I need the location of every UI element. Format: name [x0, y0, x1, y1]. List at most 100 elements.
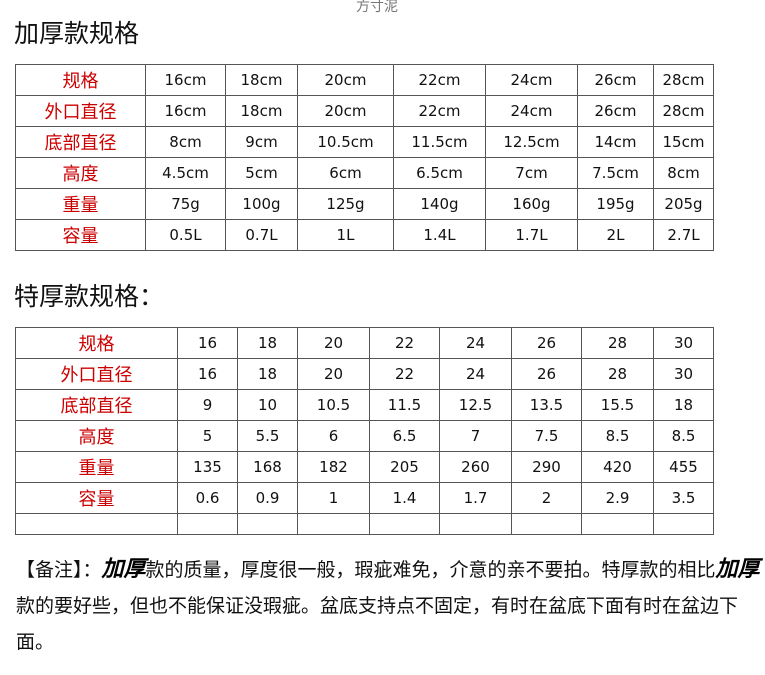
spec-cell: 1	[297, 482, 370, 514]
spec-cell: 10.5	[297, 389, 370, 421]
spec-cell: 2	[511, 482, 582, 514]
row-label: 重量	[15, 188, 146, 220]
spec-cell: 168	[237, 451, 298, 483]
spec-cell: 9cm	[225, 126, 298, 158]
remark-note: 【备注】：加厚款的质量，厚度很一般，瑕疵难免，介意的亲不要拍。特厚款的相比加厚款…	[16, 551, 761, 660]
spec-cell: 5cm	[225, 157, 298, 189]
spec-cell: 8cm	[653, 157, 714, 189]
spec-cell: 2.7L	[653, 219, 714, 251]
spec-cell: 205g	[653, 188, 714, 220]
spec-cell: 205	[369, 451, 440, 483]
spec-cell: 6	[297, 420, 370, 452]
row-label: 外口直径	[15, 95, 146, 127]
spec-cell: 24cm	[485, 64, 578, 96]
spec-cell: 135	[177, 451, 238, 483]
spec-cell: 195g	[577, 188, 654, 220]
spec-cell: 10.5cm	[297, 126, 394, 158]
empty-cell	[297, 513, 370, 535]
spec-cell: 11.5cm	[393, 126, 486, 158]
spec-row: 底部直径 9 10 10.5 11.5 12.5 13.5 15.5 18	[15, 389, 714, 421]
spec-cell: 24cm	[485, 95, 578, 127]
watermark-text: 方寸泥	[356, 0, 398, 15]
empty-cell	[653, 513, 714, 535]
empty-cell	[511, 513, 582, 535]
row-label: 高度	[15, 157, 146, 189]
spec-cell: 8cm	[145, 126, 226, 158]
empty-row	[15, 513, 714, 535]
spec-cell: 7	[439, 420, 512, 452]
spec-cell: 1.7L	[485, 219, 578, 251]
spec-cell: 16cm	[145, 64, 226, 96]
spec-cell: 0.5L	[145, 219, 226, 251]
spec-cell: 1.4	[369, 482, 440, 514]
empty-cell	[177, 513, 238, 535]
remark-text-1: 款的质量，厚度很一般，瑕疵难免，介意的亲不要拍。特厚款的相比	[145, 559, 716, 581]
spec-cell: 0.9	[237, 482, 298, 514]
spec-cell: 2L	[577, 219, 654, 251]
spec-cell: 16	[177, 358, 238, 390]
spec-cell: 182	[297, 451, 370, 483]
spec-cell: 3.5	[653, 482, 714, 514]
spec-row: 高度 5 5.5 6 6.5 7 7.5 8.5 8.5	[15, 420, 714, 452]
row-label: 高度	[15, 420, 178, 452]
spec-cell: 28	[581, 327, 654, 359]
spec-cell: 160g	[485, 188, 578, 220]
spec-cell: 7.5	[511, 420, 582, 452]
spec-cell: 420	[581, 451, 654, 483]
spec-cell: 2.9	[581, 482, 654, 514]
spec-cell: 7.5cm	[577, 157, 654, 189]
row-label: 规格	[15, 64, 146, 96]
row-label: 外口直径	[15, 358, 178, 390]
spec-cell: 18	[237, 358, 298, 390]
row-label: 容量	[15, 219, 146, 251]
spec-cell: 0.6	[177, 482, 238, 514]
spec-cell: 140g	[393, 188, 486, 220]
spec-cell: 26	[511, 358, 582, 390]
spec-row: 容量 0.5L 0.7L 1L 1.4L 1.7L 2L 2.7L	[15, 219, 714, 251]
remark-prefix: 【备注】：	[16, 559, 102, 581]
section-title-extra-thick: 特厚款规格：	[14, 282, 165, 311]
spec-row: 重量 75g 100g 125g 140g 160g 195g 205g	[15, 188, 714, 220]
spec-cell: 290	[511, 451, 582, 483]
spec-cell: 455	[653, 451, 714, 483]
spec-cell: 18	[237, 327, 298, 359]
spec-cell: 20	[297, 327, 370, 359]
spec-cell: 75g	[145, 188, 226, 220]
spec-cell: 6.5cm	[393, 157, 486, 189]
spec-cell: 20cm	[297, 64, 394, 96]
empty-cell	[237, 513, 298, 535]
spec-cell: 15cm	[653, 126, 714, 158]
spec-cell: 6.5	[369, 420, 440, 452]
spec-cell: 28cm	[653, 95, 714, 127]
row-label: 容量	[15, 482, 178, 514]
spec-cell: 1.7	[439, 482, 512, 514]
spec-row: 规格 16 18 20 22 24 26 28 30	[15, 327, 714, 359]
spec-cell: 30	[653, 358, 714, 390]
spec-cell: 18cm	[225, 95, 298, 127]
spec-cell: 125g	[297, 188, 394, 220]
empty-cell	[369, 513, 440, 535]
spec-cell: 12.5cm	[485, 126, 578, 158]
spec-cell: 0.7L	[225, 219, 298, 251]
spec-cell: 18	[653, 389, 714, 421]
spec-cell: 22cm	[393, 64, 486, 96]
spec-cell: 22	[369, 358, 440, 390]
spec-cell: 28	[581, 358, 654, 390]
spec-cell: 24	[439, 358, 512, 390]
handwritten-thick-2: 加厚	[715, 556, 760, 582]
row-label: 重量	[15, 451, 178, 483]
spec-row: 底部直径 8cm 9cm 10.5cm 11.5cm 12.5cm 14cm 15cm	[15, 126, 714, 158]
spec-cell: 28cm	[653, 64, 714, 96]
spec-cell: 26cm	[577, 95, 654, 127]
spec-cell: 14cm	[577, 126, 654, 158]
spec-row: 外口直径 16 18 20 22 24 26 28 30	[15, 358, 714, 390]
row-label: 底部直径	[15, 389, 178, 421]
spec-cell: 5.5	[237, 420, 298, 452]
spec-cell: 15.5	[581, 389, 654, 421]
spec-cell: 20	[297, 358, 370, 390]
spec-cell: 16cm	[145, 95, 226, 127]
spec-cell: 22cm	[393, 95, 486, 127]
spec-row: 外口直径 16cm 18cm 20cm 22cm 24cm 26cm 28cm	[15, 95, 714, 127]
section-title-thick: 加厚款规格	[14, 19, 140, 48]
spec-cell: 1L	[297, 219, 394, 251]
